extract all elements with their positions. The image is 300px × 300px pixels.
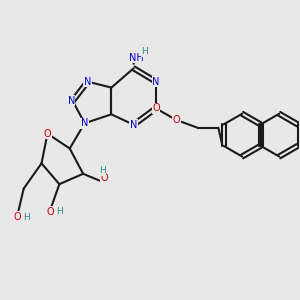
Text: N: N bbox=[84, 76, 91, 87]
Text: H: H bbox=[56, 207, 63, 216]
Text: N: N bbox=[81, 118, 88, 128]
Text: O: O bbox=[14, 212, 22, 222]
Text: O: O bbox=[173, 115, 181, 125]
Text: H: H bbox=[23, 213, 29, 222]
Text: H: H bbox=[99, 166, 106, 175]
Text: N: N bbox=[130, 120, 137, 130]
Text: O: O bbox=[46, 207, 54, 217]
Text: O: O bbox=[100, 173, 108, 183]
Text: NH: NH bbox=[129, 53, 144, 63]
Text: O: O bbox=[44, 129, 51, 139]
Text: H: H bbox=[142, 47, 148, 56]
Text: N: N bbox=[68, 96, 75, 106]
Text: O: O bbox=[152, 103, 160, 113]
Text: N: N bbox=[152, 76, 160, 87]
